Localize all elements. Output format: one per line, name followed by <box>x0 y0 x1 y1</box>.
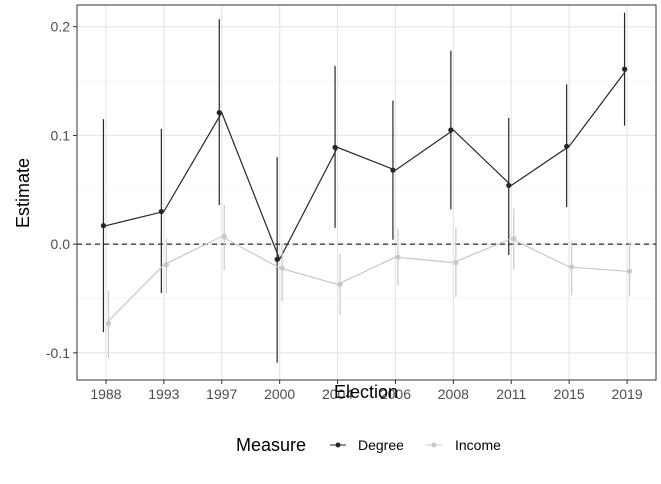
plot-panel <box>76 4 657 381</box>
legend-label-income: Income <box>455 437 501 453</box>
x-tick-label: 2019 <box>611 386 642 402</box>
data-point-income <box>279 265 285 271</box>
plot-border <box>76 4 657 381</box>
data-point-income <box>626 268 633 274</box>
legend-key-income-point <box>431 442 437 448</box>
legend-title: Measure <box>236 435 306 455</box>
data-point-income <box>453 260 459 266</box>
data-point-income <box>221 233 227 240</box>
x-tick-label: 1993 <box>148 386 179 402</box>
data-point-income <box>105 320 112 327</box>
data-point-degree <box>158 208 164 215</box>
series-line-income <box>105 235 628 324</box>
data-point-degree <box>390 167 396 173</box>
series-income <box>105 205 633 359</box>
data-point-income <box>163 262 169 268</box>
x-tick-label: 2015 <box>554 386 585 402</box>
data-point-degree <box>216 110 222 116</box>
grid <box>77 5 656 380</box>
data-point-income <box>511 236 517 242</box>
data-point-income <box>569 264 575 270</box>
data-point-degree <box>274 256 280 262</box>
series-line-degree <box>105 68 628 261</box>
legend-key-income <box>426 442 442 448</box>
legend: Measure Degree Income <box>236 435 501 455</box>
x-axis-title: Election <box>334 382 398 402</box>
legend-label-degree: Degree <box>358 437 404 453</box>
legend-key-degree-point <box>335 442 341 448</box>
x-axis: 1988 1993 1997 2000 2004 2006 2008 2011 2015 2019 <box>90 380 643 402</box>
x-tick-label: 2006 <box>380 386 411 402</box>
x-tick-label: 2011 <box>496 386 526 402</box>
y-tick-label: 0.2 <box>51 19 71 35</box>
data-point-degree <box>448 127 454 133</box>
legend-key-degree <box>330 442 346 448</box>
x-tick-label: 2000 <box>264 386 295 402</box>
x-tick-label: 1997 <box>206 386 237 402</box>
data-point-degree <box>100 223 107 229</box>
y-axis: -0.1 0.0 0.1 0.2 <box>46 19 77 361</box>
y-tick-label: 0.0 <box>51 236 71 252</box>
series-group <box>100 12 633 363</box>
y-axis-title: Estimate <box>13 158 33 228</box>
data-point-degree <box>506 182 512 189</box>
data-point-income <box>337 281 343 287</box>
data-point-degree <box>621 66 628 72</box>
data-point-degree <box>332 144 338 150</box>
x-tick-label: 1988 <box>90 386 121 402</box>
series-degree <box>100 12 628 363</box>
y-tick-label: -0.1 <box>46 345 70 361</box>
data-point-income <box>395 254 401 260</box>
data-point-degree <box>564 143 570 149</box>
y-tick-label: 0.1 <box>51 127 71 143</box>
x-tick-label: 2004 <box>322 386 353 402</box>
x-tick-label: 2008 <box>438 386 469 402</box>
